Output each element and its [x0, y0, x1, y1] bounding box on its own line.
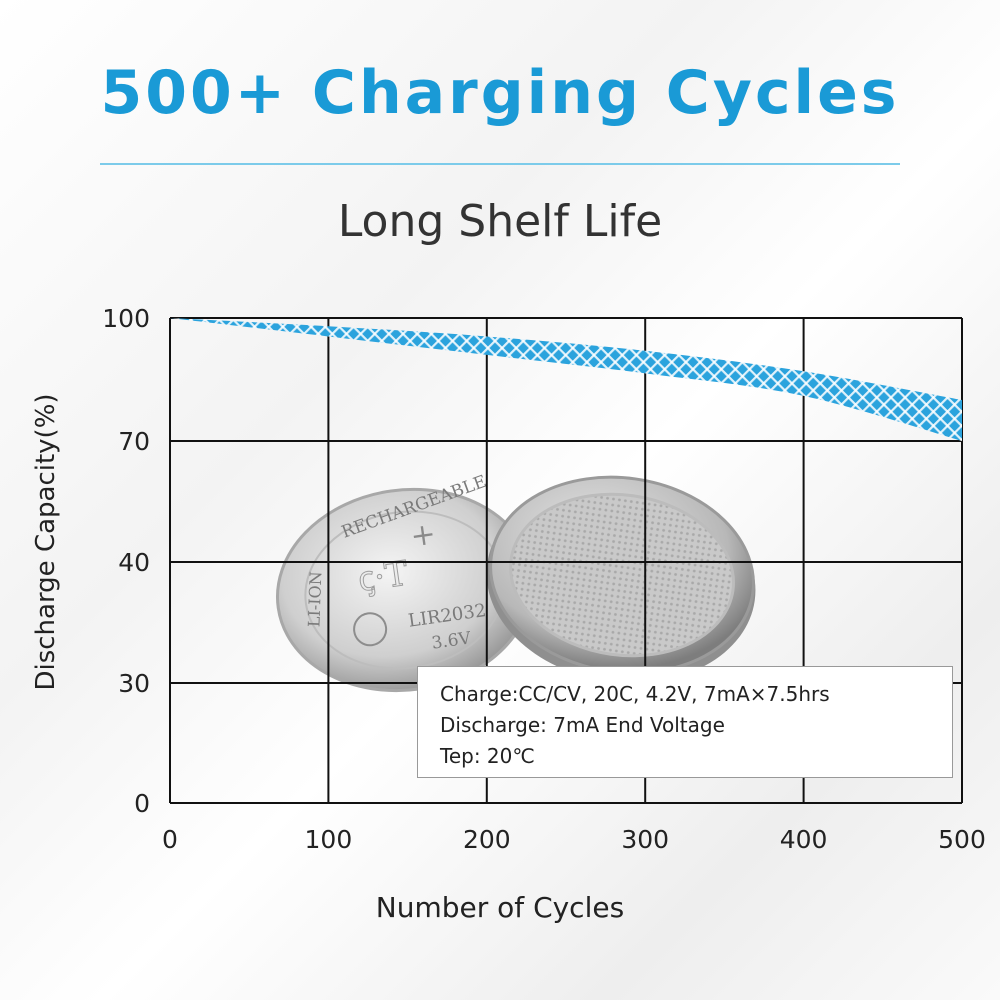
y-tick-label-2: 40	[118, 548, 150, 577]
title-divider	[100, 163, 900, 165]
capacity-band-area	[170, 318, 962, 441]
x-axis-title: Number of Cycles	[375, 891, 625, 924]
page-title: 500+ Charging Cycles	[100, 58, 900, 128]
y-axis-ticks: 0 30 40 70 100	[102, 304, 150, 818]
legend-line-temperature: Tep: 20℃	[440, 744, 535, 768]
y-tick-label-3: 70	[118, 427, 150, 456]
coin-battery-illustration: RECHARGEABLE LI-ION + ꞔ·T LIR2032 3.6V	[275, 472, 756, 693]
x-tick-label-2: 200	[463, 825, 511, 854]
y-tick-label-0: 0	[134, 789, 150, 818]
x-axis-ticks: 0 100 200 300 400 500	[162, 825, 986, 854]
page-subtitle: Long Shelf Life	[337, 196, 663, 247]
coin-battery-front: RECHARGEABLE LI-ION + ꞔ·T LIR2032 3.6V	[275, 472, 535, 693]
recycle-symbol-icon	[353, 612, 388, 647]
x-tick-label-3: 300	[621, 825, 669, 854]
x-tick-label-1: 100	[305, 825, 353, 854]
coin-battery-back	[486, 475, 756, 683]
x-tick-label-0: 0	[162, 825, 178, 854]
legend-line-discharge: Discharge: 7mA End Voltage	[440, 713, 725, 737]
battery-side-text: LI-ION	[304, 571, 325, 627]
y-tick-label-1: 30	[118, 669, 150, 698]
test-conditions-box: Charge:CC/CV, 20C, 4.2V, 7mA×7.5hrs Disc…	[417, 666, 953, 778]
legend-line-charge: Charge:CC/CV, 20C, 4.2V, 7mA×7.5hrs	[440, 682, 830, 706]
x-tick-label-5: 500	[938, 825, 986, 854]
y-tick-label-4: 100	[102, 304, 150, 333]
battery-polarity: +	[408, 516, 438, 554]
x-tick-label-4: 400	[780, 825, 828, 854]
y-axis-title: Discharge Capacity(%)	[31, 393, 61, 691]
battery-brand: ꞔ·T	[355, 554, 410, 601]
